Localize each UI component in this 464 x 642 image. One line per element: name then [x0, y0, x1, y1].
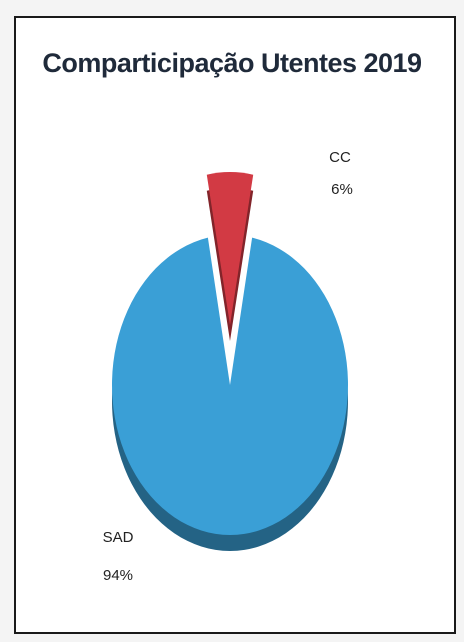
label-cc-name: CC [329, 149, 351, 166]
chart-title: Comparticipação Utentes 2019 [42, 48, 422, 78]
slice-cc [206, 172, 254, 325]
label-sad-percent: 94% [103, 567, 133, 584]
slice-sad [112, 237, 348, 535]
label-cc-percent: 6% [331, 181, 353, 198]
label-sad-name: SAD [103, 529, 134, 546]
